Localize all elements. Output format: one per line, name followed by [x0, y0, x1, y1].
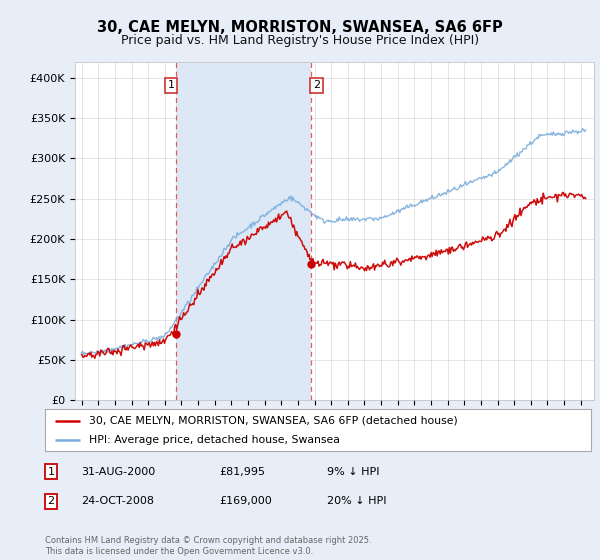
Text: 2: 2 [313, 80, 320, 90]
Text: 2: 2 [47, 496, 55, 506]
Bar [176, 62, 311, 400]
Text: 31-AUG-2000: 31-AUG-2000 [81, 466, 155, 477]
Text: 1: 1 [167, 80, 175, 90]
Text: Price paid vs. HM Land Registry's House Price Index (HPI): Price paid vs. HM Land Registry's House … [121, 34, 479, 46]
Text: 30, CAE MELYN, MORRISTON, SWANSEA, SA6 6FP: 30, CAE MELYN, MORRISTON, SWANSEA, SA6 6… [97, 20, 503, 35]
Text: 30, CAE MELYN, MORRISTON, SWANSEA, SA6 6FP (detached house): 30, CAE MELYN, MORRISTON, SWANSEA, SA6 6… [89, 416, 457, 426]
Text: HPI: Average price, detached house, Swansea: HPI: Average price, detached house, Swan… [89, 435, 340, 445]
Text: 1: 1 [47, 466, 55, 477]
Text: 20% ↓ HPI: 20% ↓ HPI [327, 496, 386, 506]
Text: 24-OCT-2008: 24-OCT-2008 [81, 496, 154, 506]
Text: 9% ↓ HPI: 9% ↓ HPI [327, 466, 380, 477]
Text: Contains HM Land Registry data © Crown copyright and database right 2025.
This d: Contains HM Land Registry data © Crown c… [45, 536, 371, 556]
Text: £81,995: £81,995 [219, 466, 265, 477]
Text: £169,000: £169,000 [219, 496, 272, 506]
